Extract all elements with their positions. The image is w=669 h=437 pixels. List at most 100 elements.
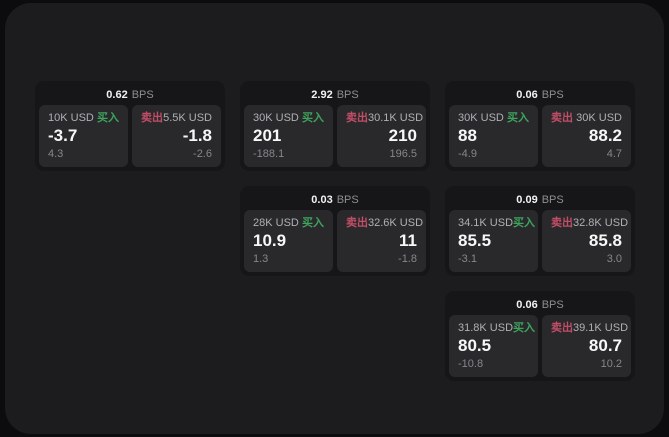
card-header: 0.06 BPS <box>449 295 631 315</box>
buy-top-row: 31.8K USD 买入 <box>458 322 535 335</box>
sell-price-value: -1.8 <box>182 126 212 145</box>
buy-side-tag: 买入 <box>302 112 324 124</box>
buy-side-tag: 买入 <box>513 217 536 229</box>
quote-card: 0.06 BPS 30K USD 买入 88 -4.9 卖出 30K USD 8… <box>445 81 635 171</box>
card-body: 34.1K USD 买入 85.5 -3.1 卖出 32.8K USD 85.8… <box>449 210 631 272</box>
card-header: 2.92 BPS <box>244 85 426 105</box>
bps-value: 0.06 <box>516 89 538 101</box>
sell-panel[interactable]: 卖出 30K USD 88.2 4.7 <box>542 105 631 167</box>
buy-sub-value: 4.3 <box>48 148 64 160</box>
bps-unit-label: BPS <box>541 89 564 101</box>
bps-value: 0.03 <box>311 194 333 206</box>
sell-side-tag: 卖出 <box>346 217 368 229</box>
sell-top-row: 卖出 5.5K USD <box>141 112 212 125</box>
sell-top-row: 卖出 39.1K USD <box>551 322 628 335</box>
card-body: 30K USD 买入 201 -188.1 卖出 30.1K USD 210 1… <box>244 105 426 167</box>
quote-card: 0.62 BPS 10K USD 买入 -3.7 4.3 卖出 5.5K USD… <box>35 81 225 171</box>
sell-top-row: 卖出 32.8K USD <box>551 217 628 230</box>
sell-panel[interactable]: 卖出 39.1K USD 80.7 10.2 <box>542 315 631 377</box>
bps-unit-label: BPS <box>336 194 359 206</box>
sell-sub-value: 4.7 <box>606 148 622 160</box>
sell-sub-value: 196.5 <box>389 148 417 160</box>
sell-size-label: 30.1K USD <box>368 112 424 124</box>
card-header: 0.62 BPS <box>39 85 221 105</box>
buy-size-label: 34.1K USD <box>458 217 514 229</box>
bps-value: 0.62 <box>106 89 128 101</box>
card-body: 10K USD 买入 -3.7 4.3 卖出 5.5K USD -1.8 -2.… <box>39 105 221 167</box>
sell-size-label: 32.8K USD <box>573 217 629 229</box>
buy-top-row: 30K USD 买入 <box>458 112 529 125</box>
sell-size-label: 30K USD <box>576 112 622 124</box>
sell-panel[interactable]: 卖出 30.1K USD 210 196.5 <box>337 105 426 167</box>
sell-top-row: 卖出 32.6K USD <box>346 217 423 230</box>
sell-sub-value: -1.8 <box>398 253 417 265</box>
buy-size-label: 28K USD <box>253 217 299 229</box>
sell-sub-value: 3.0 <box>606 253 622 265</box>
sell-side-tag: 卖出 <box>141 112 163 124</box>
buy-size-label: 10K USD <box>48 112 94 124</box>
sell-panel[interactable]: 卖出 32.6K USD 11 -1.8 <box>337 210 426 272</box>
buy-panel[interactable]: 34.1K USD 买入 85.5 -3.1 <box>449 210 538 272</box>
sell-sub-value: 10.2 <box>600 358 622 370</box>
sell-side-tag: 卖出 <box>551 217 573 229</box>
buy-side-tag: 买入 <box>302 217 324 229</box>
buy-price-value: -3.7 <box>48 126 78 145</box>
sell-price-value: 80.7 <box>588 336 622 355</box>
buy-sub-value: -188.1 <box>253 148 285 160</box>
buy-side-tag: 买入 <box>97 112 119 124</box>
buy-size-label: 30K USD <box>253 112 299 124</box>
quote-card: 2.92 BPS 30K USD 买入 201 -188.1 卖出 30.1K … <box>240 81 430 171</box>
sell-side-tag: 卖出 <box>551 112 573 124</box>
quote-card: 0.06 BPS 31.8K USD 买入 80.5 -10.8 卖出 39.1… <box>445 291 635 381</box>
sell-size-label: 5.5K USD <box>163 112 212 124</box>
card-header: 0.03 BPS <box>244 190 426 210</box>
bps-unit-label: BPS <box>541 299 564 311</box>
buy-price-value: 201 <box>253 126 282 145</box>
sell-price-value: 11 <box>399 231 417 250</box>
quote-card: 0.09 BPS 34.1K USD 买入 85.5 -3.1 卖出 32.8K… <box>445 186 635 276</box>
sell-sub-value: -2.6 <box>193 148 212 160</box>
sell-price-value: 210 <box>388 126 417 145</box>
buy-panel[interactable]: 28K USD 买入 10.9 1.3 <box>244 210 333 272</box>
buy-panel[interactable]: 30K USD 买入 201 -188.1 <box>244 105 333 167</box>
sell-price-value: 88.2 <box>588 126 622 145</box>
quote-card: 0.03 BPS 28K USD 买入 10.9 1.3 卖出 32.6K US… <box>240 186 430 276</box>
card-body: 31.8K USD 买入 80.5 -10.8 卖出 39.1K USD 80.… <box>449 315 631 377</box>
card-body: 30K USD 买入 88 -4.9 卖出 30K USD 88.2 4.7 <box>449 105 631 167</box>
buy-sub-value: 1.3 <box>253 253 269 265</box>
sell-top-row: 卖出 30K USD <box>551 112 622 125</box>
bps-value: 0.06 <box>516 299 538 311</box>
sell-price-value: 85.8 <box>588 231 622 250</box>
buy-sub-value: -4.9 <box>458 148 477 160</box>
sell-side-tag: 卖出 <box>551 322 573 334</box>
buy-panel[interactable]: 31.8K USD 买入 80.5 -10.8 <box>449 315 538 377</box>
sell-side-tag: 卖出 <box>346 112 368 124</box>
bps-unit-label: BPS <box>336 89 359 101</box>
bps-unit-label: BPS <box>131 89 154 101</box>
buy-side-tag: 买入 <box>507 112 529 124</box>
cards-grid: 0.62 BPS 10K USD 买入 -3.7 4.3 卖出 5.5K USD… <box>5 3 664 381</box>
buy-top-row: 28K USD 买入 <box>253 217 324 230</box>
buy-sub-value: -3.1 <box>458 253 477 265</box>
buy-panel[interactable]: 10K USD 买入 -3.7 4.3 <box>39 105 128 167</box>
sell-panel[interactable]: 卖出 5.5K USD -1.8 -2.6 <box>132 105 221 167</box>
sell-size-label: 39.1K USD <box>573 322 629 334</box>
buy-top-row: 34.1K USD 买入 <box>458 217 535 230</box>
buy-panel[interactable]: 30K USD 买入 88 -4.9 <box>449 105 538 167</box>
bps-value: 0.09 <box>516 194 538 206</box>
app-window: 0.62 BPS 10K USD 买入 -3.7 4.3 卖出 5.5K USD… <box>5 3 664 434</box>
bps-value: 2.92 <box>311 89 333 101</box>
buy-price-value: 85.5 <box>458 231 492 250</box>
buy-top-row: 10K USD 买入 <box>48 112 119 125</box>
buy-sub-value: -10.8 <box>458 358 484 370</box>
bps-unit-label: BPS <box>541 194 564 206</box>
sell-panel[interactable]: 卖出 32.8K USD 85.8 3.0 <box>542 210 631 272</box>
card-body: 28K USD 买入 10.9 1.3 卖出 32.6K USD 11 -1.8 <box>244 210 426 272</box>
buy-price-value: 88 <box>458 126 477 145</box>
buy-side-tag: 买入 <box>513 322 536 334</box>
buy-price-value: 80.5 <box>458 336 492 355</box>
buy-top-row: 30K USD 买入 <box>253 112 324 125</box>
card-header: 0.09 BPS <box>449 190 631 210</box>
buy-size-label: 31.8K USD <box>458 322 514 334</box>
sell-top-row: 卖出 30.1K USD <box>346 112 423 125</box>
